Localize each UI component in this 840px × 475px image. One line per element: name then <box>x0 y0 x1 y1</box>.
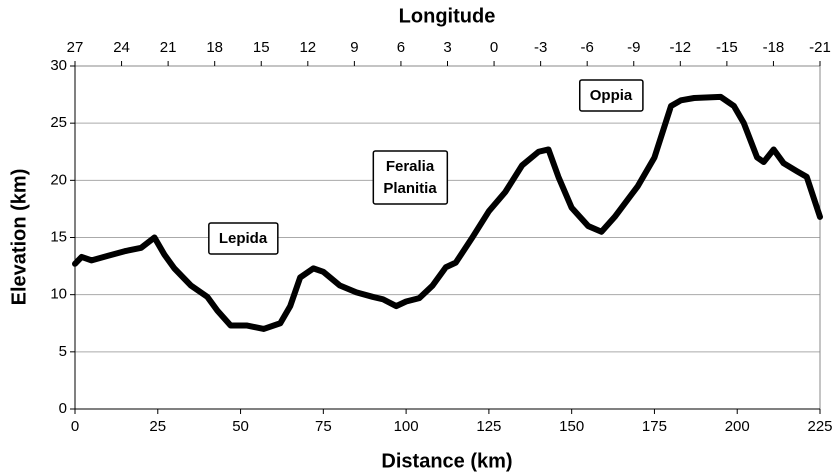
x2-tick-label: 21 <box>160 39 177 56</box>
x-tick-label: 150 <box>559 418 584 435</box>
x2-tick-label: 12 <box>299 39 316 56</box>
y-tick-label: 10 <box>50 286 67 303</box>
x-tick-label: 100 <box>394 418 419 435</box>
annotation-text: Feralia <box>386 158 435 175</box>
x2-tick-label: 15 <box>253 39 270 56</box>
x-tick-label: 125 <box>476 418 501 435</box>
x-tick-label: 225 <box>807 418 832 435</box>
y-tick-label: 0 <box>59 400 67 417</box>
x-tick-label: 25 <box>149 418 166 435</box>
y-tick-label: 20 <box>50 171 67 188</box>
x2-tick-label: -21 <box>809 39 831 56</box>
y-tick-label: 15 <box>50 228 67 245</box>
annotation-box <box>372 150 449 205</box>
x2-tick-label: 6 <box>397 39 405 56</box>
x-axis-title: Distance (km) <box>381 450 512 472</box>
annotation-box <box>208 222 279 255</box>
x2-tick-label: 9 <box>350 39 358 56</box>
x2-tick-label: 27 <box>67 39 84 56</box>
y-tick-label: 25 <box>50 114 67 131</box>
x2-tick-label: 24 <box>113 39 130 56</box>
y-tick-label: 30 <box>50 57 67 74</box>
y-tick-label: 5 <box>59 343 67 360</box>
annotation-text: Planitia <box>383 180 437 197</box>
x2-tick-label: 18 <box>206 39 223 56</box>
x-tick-label: 0 <box>71 418 79 435</box>
x2-axis-title: Longitude <box>399 5 496 27</box>
annotation-text: Lepida <box>219 230 268 247</box>
x-tick-label: 50 <box>232 418 249 435</box>
x2-tick-label: 0 <box>490 39 498 56</box>
annotation: Feralia Planitia <box>372 150 449 205</box>
x-tick-label: 75 <box>315 418 332 435</box>
x-tick-label: 175 <box>642 418 667 435</box>
line <box>72 93 823 332</box>
x2-tick-label: -6 <box>581 39 594 56</box>
x2-tick-label: -3 <box>534 39 547 56</box>
x2-tick-label: -9 <box>627 39 640 56</box>
y-axis-title: Elevation (km) <box>8 169 30 306</box>
annotation: Lepida <box>208 222 279 255</box>
annotation-text: Oppia <box>590 87 633 104</box>
x2-tick-label: -12 <box>669 39 691 56</box>
annotation-box <box>578 79 644 112</box>
x2-tick-label: -15 <box>716 39 738 56</box>
annotation: Oppia <box>578 79 644 112</box>
x2-tick-label: -18 <box>763 39 785 56</box>
x-tick-label: 200 <box>725 418 750 435</box>
x2-tick-label: 3 <box>443 39 451 56</box>
